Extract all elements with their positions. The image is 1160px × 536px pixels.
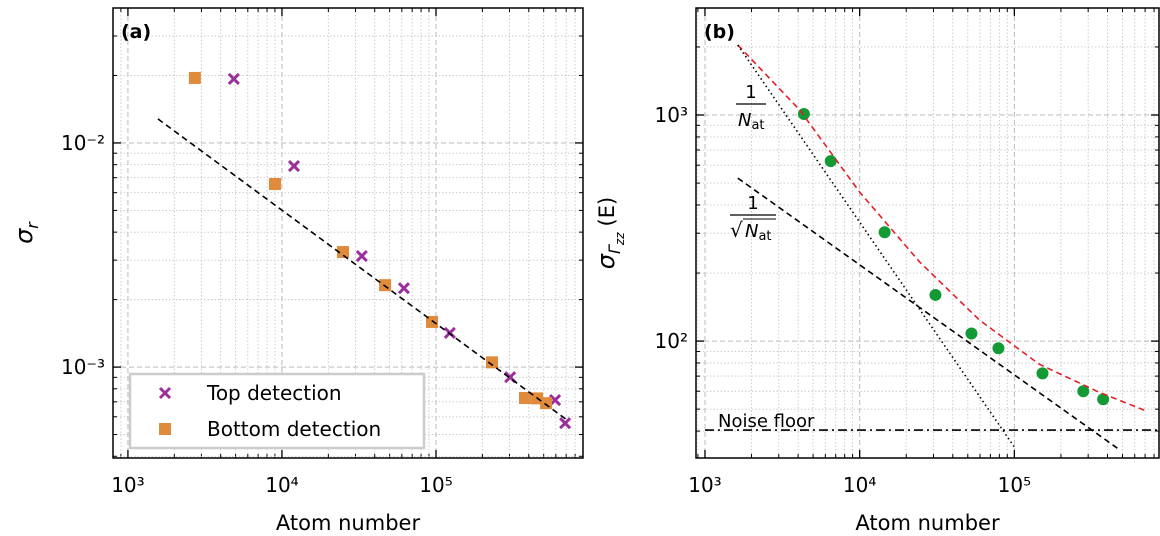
fit-line	[737, 44, 1145, 411]
point	[486, 356, 499, 369]
panel: 10³ 10⁴ 10⁵ 10² 10³ (b) Atom number σΓzz (E) 1 Nat…	[592, 7, 1160, 535]
fit-line	[737, 44, 1016, 448]
panel: 10³ 10⁴ 10⁵ 10⁻³ 10⁻² (a) Atom number σr Top det…	[10, 7, 584, 535]
legend-label: Top detection	[206, 381, 342, 405]
point	[188, 71, 201, 84]
fit-line	[157, 118, 568, 421]
y-label-symbol: σ	[10, 228, 38, 244]
annotation-numerator: 1	[745, 82, 756, 103]
x-tick-label: 10³	[688, 473, 721, 497]
point	[929, 288, 942, 301]
y-label-sub: r	[23, 221, 42, 229]
point	[965, 327, 978, 340]
point	[336, 246, 349, 259]
y-tick-label: 10³	[655, 103, 688, 127]
point	[158, 386, 172, 400]
x-tick-label: 10⁵	[998, 473, 1031, 497]
point	[397, 282, 410, 295]
point	[1077, 385, 1090, 398]
point	[559, 417, 572, 430]
y-label-sub: Γ	[605, 244, 624, 254]
point	[540, 397, 553, 410]
panel-label: (a)	[121, 21, 151, 43]
legend-box	[128, 372, 426, 450]
point	[824, 155, 837, 168]
point	[287, 159, 301, 173]
y-label-unit: (E)	[595, 197, 619, 227]
x-tick-label: 10⁴	[265, 473, 298, 497]
x-tick-label: 10⁴	[843, 473, 876, 497]
annotation-denominator: Nat	[745, 221, 772, 244]
x-axis-label: Atom number	[855, 511, 1000, 535]
fit-line	[737, 177, 1118, 449]
denominator-sub: at	[751, 118, 764, 133]
y-axis-label: σr	[10, 221, 42, 244]
point	[227, 72, 240, 86]
point	[797, 108, 810, 121]
x-tick-label: 10³	[111, 473, 144, 497]
plot-frame	[112, 7, 584, 459]
denominator-symbol: N	[745, 221, 758, 242]
point	[426, 315, 439, 328]
legend-label: Bottom detection	[207, 417, 381, 441]
annotation-numerator: 1	[747, 193, 758, 214]
y-tick-label: 10⁻²	[61, 131, 105, 155]
point	[159, 423, 171, 435]
y-tick-label: 10⁻³	[61, 355, 105, 379]
x-axis-label: Atom number	[276, 511, 421, 535]
point	[992, 342, 1005, 355]
point	[355, 249, 368, 263]
panel-label: (b)	[704, 21, 735, 43]
denominator-symbol: N	[738, 110, 751, 131]
y-label-subsub: zz	[613, 232, 627, 246]
annotation: Noise floor	[718, 411, 815, 432]
plot-frame	[695, 7, 1160, 459]
y-tick-label: 10²	[655, 329, 688, 353]
y-label-symbol: σ	[592, 253, 620, 269]
point	[1097, 393, 1110, 406]
denominator-sub: at	[758, 229, 771, 244]
point	[1036, 367, 1049, 380]
y-axis-label: σΓzz (E)	[592, 197, 627, 269]
point	[518, 391, 531, 404]
x-tick-label: 10⁵	[419, 473, 452, 497]
point	[268, 177, 281, 190]
annotation-denominator: Nat	[738, 110, 765, 133]
annotation-radical: √	[730, 218, 743, 242]
point	[878, 226, 891, 239]
